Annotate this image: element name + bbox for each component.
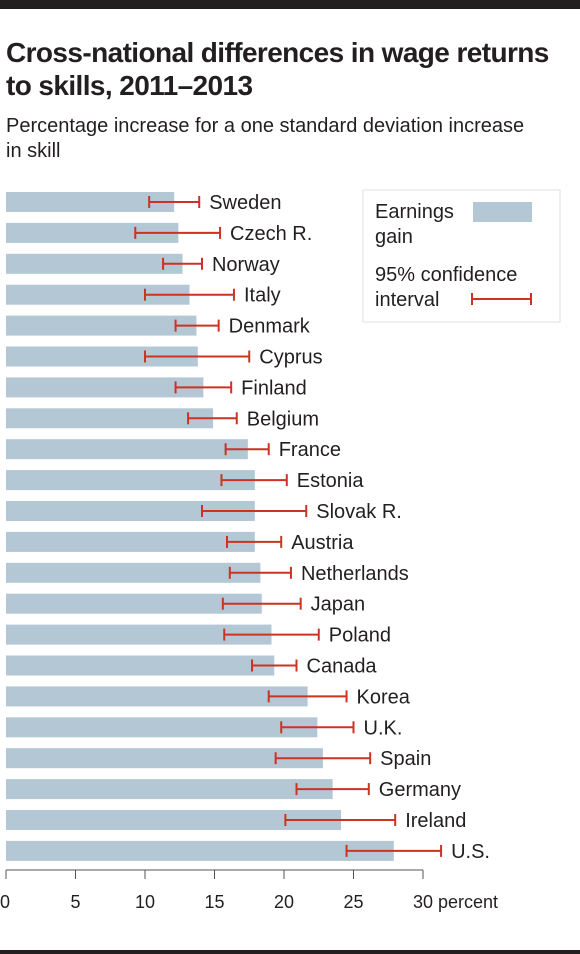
category-label-finland: Finland (241, 377, 307, 399)
legend: Earnings gain 95% confidence interval (362, 189, 561, 323)
ci-belgium (187, 412, 238, 425)
legend-ci-label-line2: interval (375, 289, 439, 311)
ci-netherlands (228, 566, 292, 579)
x-tick-label-0: 0 (0, 892, 10, 912)
category-label-u-k: U.K. (364, 717, 403, 739)
legend-bar-label-line2: gain (375, 226, 413, 248)
category-label-germany: Germany (379, 779, 461, 801)
bar-poland (6, 624, 272, 645)
ci-germany (295, 783, 370, 796)
category-label-netherlands: Netherlands (301, 563, 409, 585)
category-label-sweden: Sweden (209, 192, 281, 214)
ci-korea (267, 690, 348, 703)
ci-italy (144, 288, 235, 301)
category-label-belgium: Belgium (247, 408, 319, 430)
category-label-poland: Poland (329, 625, 391, 647)
ci-denmark (174, 319, 220, 332)
ci-estonia (220, 474, 288, 487)
category-label-ireland: Ireland (405, 810, 466, 832)
bar-sweden (6, 192, 175, 212)
bar-netherlands (6, 562, 261, 583)
bar-u-k (6, 717, 318, 738)
category-label-estonia: Estonia (297, 470, 365, 492)
x-tick-label-20: 20 (274, 892, 294, 912)
bar-u-s (6, 840, 394, 861)
category-label-norway: Norway (212, 254, 280, 276)
x-tick-label-30: 30 percent (413, 892, 498, 912)
ci-canada (251, 659, 298, 672)
ci-poland (223, 628, 320, 641)
bar-denmark (6, 315, 197, 336)
bar-spain (6, 748, 323, 769)
bar-belgium (6, 408, 214, 429)
category-label-japan: Japan (311, 594, 366, 616)
category-label-korea: Korea (357, 686, 411, 708)
ci-u-k (280, 721, 355, 734)
legend-bar-swatch (473, 202, 532, 222)
bars-layer: Sweden Czech R. Norway Italy Denmark Cyprus Fi… (6, 192, 490, 863)
top-rule (0, 0, 580, 9)
category-label-italy: Italy (244, 285, 281, 307)
x-tick-label-15: 15 (204, 892, 224, 912)
x-tick-label-5: 5 (70, 892, 80, 912)
bar-norway (6, 253, 183, 274)
x-axis: 0 5 10 15 20 25 30 percent (0, 869, 498, 912)
category-label-canada: Canada (307, 656, 378, 678)
bar-slovak-r (6, 501, 255, 521)
ci-spain (274, 752, 372, 765)
bar-canada (6, 655, 275, 676)
chart-title: Cross-national differences in wage retur… (6, 37, 549, 101)
x-tick-label-25: 25 (343, 892, 363, 912)
legend-ci-symbol (471, 293, 532, 305)
x-tick-label-10: 10 (135, 892, 155, 912)
bar-cyprus (6, 346, 198, 367)
bar-ireland (6, 810, 341, 830)
ci-japan (221, 597, 302, 610)
chart-subtitle: Percentage increase for a one standard d… (6, 115, 525, 162)
ci-france (224, 443, 270, 456)
category-label-denmark: Denmark (229, 316, 311, 338)
bottom-rule (0, 950, 580, 954)
category-label-czech-r: Czech R. (230, 223, 312, 245)
ci-norway (162, 257, 203, 270)
ci-cyprus (144, 350, 251, 363)
legend-bar-label-line1: Earnings (375, 201, 454, 223)
ci-austria (226, 535, 283, 548)
category-label-austria: Austria (291, 532, 354, 554)
bar-france (6, 439, 248, 460)
category-label-slovak-r: Slovak R. (316, 501, 402, 523)
category-label-france: France (279, 439, 341, 461)
ci-czech-r (134, 226, 222, 239)
ci-ireland (284, 814, 397, 826)
category-label-spain: Spain (380, 748, 431, 770)
category-label-cyprus: Cyprus (259, 347, 322, 369)
ci-sweden (148, 196, 201, 208)
bar-finland (6, 377, 204, 398)
ci-slovak-r (200, 505, 308, 517)
bar-japan (6, 593, 262, 614)
ci-finland (174, 381, 233, 394)
category-label-u-s: U.S. (451, 841, 490, 863)
bar-korea (6, 686, 308, 707)
bar-austria (6, 531, 255, 552)
ci-u-s (345, 844, 443, 857)
legend-ci-label-line1: 95% confidence (375, 264, 517, 286)
bar-germany (6, 779, 333, 800)
bar-italy (6, 284, 190, 305)
bar-estonia (6, 470, 255, 491)
